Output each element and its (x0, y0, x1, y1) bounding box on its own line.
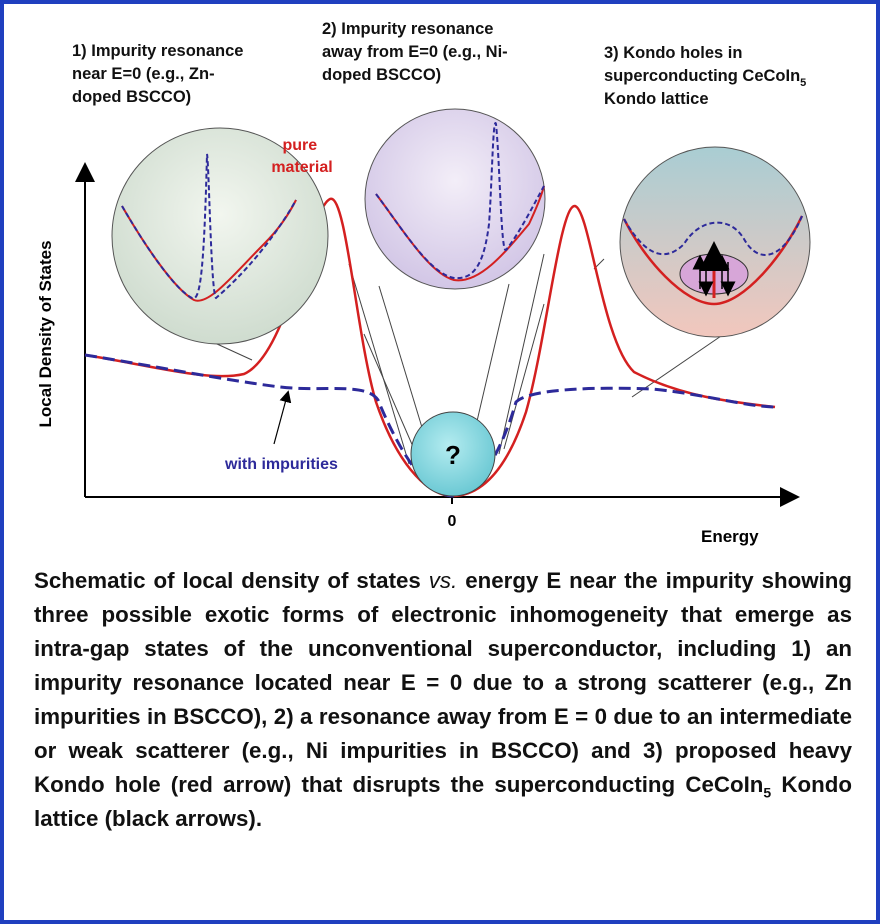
caption-text: energy E near the impurity showing three… (34, 568, 853, 797)
inset-1-label: 1) Impurity resonance near E=0 (e.g., Zn… (72, 42, 248, 106)
connectors (168, 253, 725, 465)
question-mark: ? (445, 440, 461, 470)
inset-3 (619, 146, 811, 338)
y-axis-label: Local Density of States (36, 240, 55, 427)
subscript: 5 (800, 77, 806, 89)
impurities-label: with impurities (224, 456, 338, 473)
caption-text: Kondo lattice (black arrows). (34, 772, 852, 831)
label-line: doped BSCCO) (322, 66, 441, 84)
label-line: superconducting CeCoIn (604, 67, 800, 85)
label-line: doped BSCCO) (72, 88, 191, 106)
inset-2-label: 2) Impurity resonance away from E=0 (e.g… (322, 20, 512, 84)
label-line: Kondo lattice (604, 90, 709, 108)
subscript: 5 (763, 784, 772, 801)
inset-2 (364, 108, 546, 290)
pure-label: pure material (271, 137, 332, 176)
caption-italic: vs. (428, 568, 458, 593)
figure: ? 1) Impurity resonance near E=0 (e.g., … (36, 20, 811, 546)
inset-1 (111, 127, 329, 345)
caption: Schematic of local density of states vs.… (34, 564, 852, 836)
label-line: 2) Impurity resonance (322, 20, 493, 38)
caption-text: Schematic of local density of states (34, 568, 429, 593)
label-line: pure (282, 137, 317, 154)
label-line: near E=0 (e.g., Zn- (72, 65, 215, 83)
zero-label: 0 (448, 513, 457, 530)
label-line: material (271, 159, 332, 176)
inset-3-label: 3) Kondo holes in superconducting CeCoIn… (604, 44, 811, 108)
label-line: 3) Kondo holes in (604, 44, 742, 62)
label-line: 1) Impurity resonance (72, 42, 243, 60)
question-circle (410, 411, 496, 497)
label-line: away from E=0 (e.g., Ni- (322, 43, 508, 61)
x-axis-label: Energy (701, 527, 759, 546)
